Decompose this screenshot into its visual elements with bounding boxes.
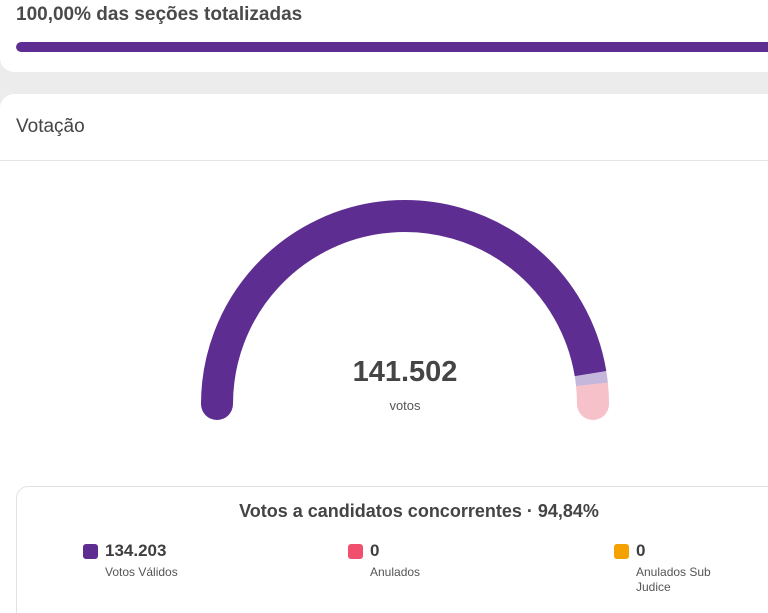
progress-bar-fill bbox=[16, 42, 768, 52]
gauge-cap-end bbox=[577, 388, 609, 420]
progress-title: 100,00% das seções totalizadas bbox=[16, 4, 303, 25]
progress-bar bbox=[16, 42, 768, 52]
section-title: Votação bbox=[16, 116, 85, 137]
divider bbox=[0, 160, 768, 161]
legend-value: 0 bbox=[636, 541, 646, 560]
legend-label: Anulados bbox=[370, 565, 421, 579]
gauge-segment-1 bbox=[574, 371, 608, 387]
gauge-segment-0 bbox=[201, 200, 607, 405]
legend-title: Votos a candidatos concorrentes · 94,84% bbox=[239, 501, 599, 521]
votes-gauge bbox=[201, 200, 609, 420]
votacao-card: Votação 141.502 votos Votos a candidatos… bbox=[0, 94, 768, 613]
gauge-unit-label: votos bbox=[389, 398, 421, 413]
legend-value: 0 bbox=[370, 541, 380, 560]
gauge-total-votes: 141.502 bbox=[352, 356, 458, 388]
legend-label: Anulados Sub Judice bbox=[636, 565, 711, 594]
legend-box: Votos a candidatos concorrentes · 94,84%… bbox=[16, 486, 768, 613]
gauge-cap-start bbox=[201, 388, 233, 420]
legend-value: 134.203 bbox=[105, 541, 167, 560]
legend-swatch bbox=[614, 544, 629, 559]
legend-swatch bbox=[83, 544, 98, 559]
legend-label: Votos Válidos bbox=[105, 565, 178, 579]
legend-swatch bbox=[348, 544, 363, 559]
progress-card: 100,00% das seções totalizadas bbox=[0, 0, 768, 72]
